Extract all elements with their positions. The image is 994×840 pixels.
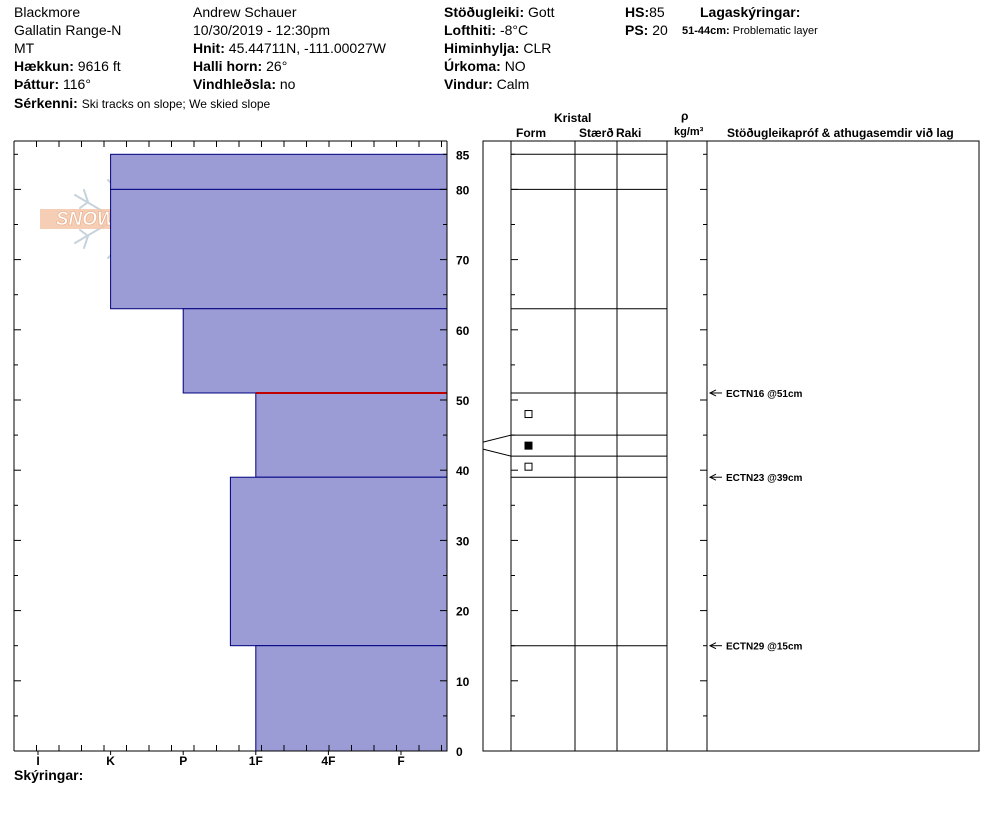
hardness-tick-label: I bbox=[36, 754, 39, 768]
depth-tick-label: 30 bbox=[456, 534, 470, 548]
wind-value: Calm bbox=[496, 76, 530, 92]
slope-value: 26° bbox=[266, 58, 288, 74]
depth-tick-label: 50 bbox=[456, 394, 470, 408]
stability-test-label-1: ECTN23 @39cm bbox=[726, 473, 803, 484]
ps-label: PS: bbox=[625, 22, 649, 38]
ps-value: 20 bbox=[652, 22, 668, 38]
hardness-tick-label: 4F bbox=[321, 754, 335, 768]
aspect-value: 116° bbox=[63, 76, 91, 92]
elevation-label: Hækkun: bbox=[14, 58, 74, 74]
state: MT bbox=[14, 40, 35, 56]
layer-connector bbox=[482, 448, 512, 457]
density-unit-header: kg/m³ bbox=[674, 126, 704, 138]
stability-test-label-0: ECTN16 @51cm bbox=[726, 389, 803, 400]
elevation-value: 9616 ft bbox=[77, 58, 121, 74]
form-header: Form bbox=[516, 126, 546, 140]
profile-table-frame bbox=[482, 140, 980, 752]
comments-header: Stöðugleikapróf & athugasemdir við lag bbox=[727, 126, 954, 140]
hardness-tick-label: K bbox=[106, 754, 115, 768]
features-value: Ski tracks on slope; We skied slope bbox=[81, 97, 271, 111]
features-label: Sérkenni: bbox=[14, 95, 78, 111]
grain-form-symbol-0 bbox=[524, 410, 533, 419]
hardness-layer-6 bbox=[255, 645, 448, 752]
hardness-layer-5 bbox=[229, 476, 448, 647]
size-header: Stærð bbox=[579, 126, 614, 140]
aspect-label: Þáttur: bbox=[14, 76, 60, 92]
depth-tick-label: 0 bbox=[456, 745, 463, 759]
wind-loading-label: Vindhleðsla: bbox=[193, 76, 276, 92]
hardness-layer-3 bbox=[255, 392, 448, 478]
stability-test-label-2: ECTN29 @15cm bbox=[726, 642, 803, 653]
depth-tick-label: 80 bbox=[456, 183, 470, 197]
grain-form-symbol-2 bbox=[524, 462, 533, 471]
test-arrow-head-0 bbox=[708, 389, 717, 397]
hardness-tick-label: F bbox=[397, 754, 404, 768]
depth-tick-label: 85 bbox=[456, 148, 470, 162]
depth-tick-label: 70 bbox=[456, 254, 470, 268]
hardness-tick-label: 1F bbox=[249, 754, 263, 768]
layer-note-range: 51-44cm: bbox=[682, 25, 730, 37]
hs-label: HS: bbox=[625, 4, 650, 20]
depth-tick-label: 10 bbox=[456, 675, 470, 689]
depth-tick-label: 60 bbox=[456, 324, 470, 338]
air-temp-label: Lofthiti: bbox=[444, 22, 497, 38]
depth-tick-label: 40 bbox=[456, 464, 470, 478]
observer: Andrew Schauer bbox=[193, 4, 297, 20]
legend-label: Skýringar: bbox=[14, 767, 84, 783]
hardness-tick-label: P bbox=[179, 754, 187, 768]
layer-note-text: Problematic layer bbox=[732, 25, 818, 37]
sky-label: Himinhylja: bbox=[444, 40, 520, 56]
depth-tick-label: 20 bbox=[456, 605, 470, 619]
moisture-header: Raki bbox=[616, 126, 642, 140]
test-arrow-head-1 bbox=[708, 473, 717, 481]
datetime: 10/30/2019 - 12:30pm bbox=[193, 22, 330, 38]
rho-header: ρ bbox=[681, 109, 689, 123]
location: Blackmore bbox=[14, 4, 81, 20]
crystal-header: Kristal bbox=[554, 111, 592, 125]
air-temp-value: -8°C bbox=[499, 22, 529, 38]
coords-label: Hnit: bbox=[193, 40, 225, 56]
layer-notes-label: Lagaskýringar: bbox=[700, 4, 801, 20]
precip-label: Úrkoma: bbox=[444, 58, 501, 74]
hardness-layer-1 bbox=[110, 188, 448, 310]
precip-value: NO bbox=[504, 58, 526, 74]
sky-value: CLR bbox=[523, 40, 552, 56]
stability-label: Stöðugleiki: bbox=[444, 4, 525, 20]
stability-value: Gott bbox=[528, 4, 555, 20]
hs-value: 85 bbox=[649, 4, 665, 20]
coords-value: 45.44711N, -111.00027W bbox=[228, 40, 387, 56]
grain-form-symbol-1 bbox=[524, 441, 533, 450]
slope-label: Halli horn: bbox=[193, 58, 263, 74]
hardness-layer-2 bbox=[182, 308, 448, 394]
layer-connector bbox=[482, 434, 512, 443]
test-arrow-head-2 bbox=[708, 642, 717, 650]
wind-label: Vindur: bbox=[444, 76, 493, 92]
range: Gallatin Range-N bbox=[14, 22, 122, 38]
hardness-layer-0 bbox=[110, 153, 448, 190]
wind-loading-value: no bbox=[279, 76, 296, 92]
